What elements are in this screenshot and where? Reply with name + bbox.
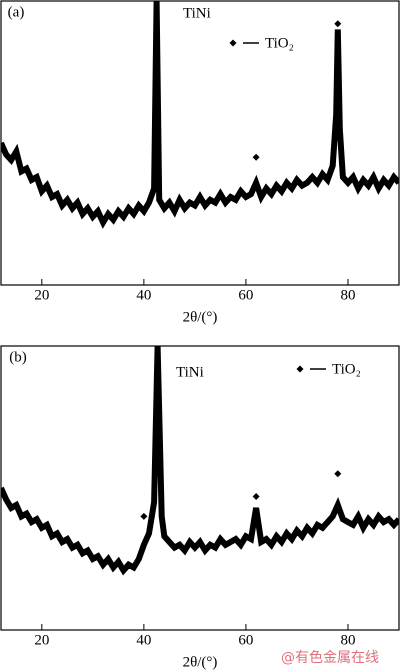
x-tick-label: 60: [238, 632, 253, 648]
plot-frame: [0, 345, 400, 631]
annotation: TiNi: [176, 364, 204, 380]
pattern-line: [1, 1, 399, 229]
x-tick-label: 80: [340, 287, 355, 303]
pattern-line: [1, 346, 399, 576]
panel-label: (a): [8, 4, 25, 20]
x-tick-label: 20: [34, 632, 49, 648]
legend-marker: [229, 39, 237, 47]
annotation: TiNi: [183, 5, 211, 21]
legend-marker: [296, 365, 304, 373]
x-axis-label: 2θ/(°): [183, 654, 218, 670]
peak-marker: [334, 20, 342, 28]
panel-label: (b): [9, 349, 27, 365]
peak-marker: [140, 512, 148, 520]
x-tick-label: 20: [34, 287, 49, 303]
legend-label: TiO₂: [265, 35, 294, 51]
x-axis-label: 2θ/(°): [183, 309, 218, 325]
peak-marker: [252, 153, 260, 161]
x-tick-label: 60: [238, 287, 253, 303]
x-tick-label: 40: [136, 287, 151, 303]
peak-marker: [252, 493, 260, 501]
x-tick-label: 40: [136, 632, 151, 648]
legend-label: TiO₂: [332, 361, 361, 377]
x-tick-label: 80: [340, 632, 355, 648]
peak-marker: [334, 470, 342, 478]
watermark: @有色金属在线: [281, 649, 379, 666]
